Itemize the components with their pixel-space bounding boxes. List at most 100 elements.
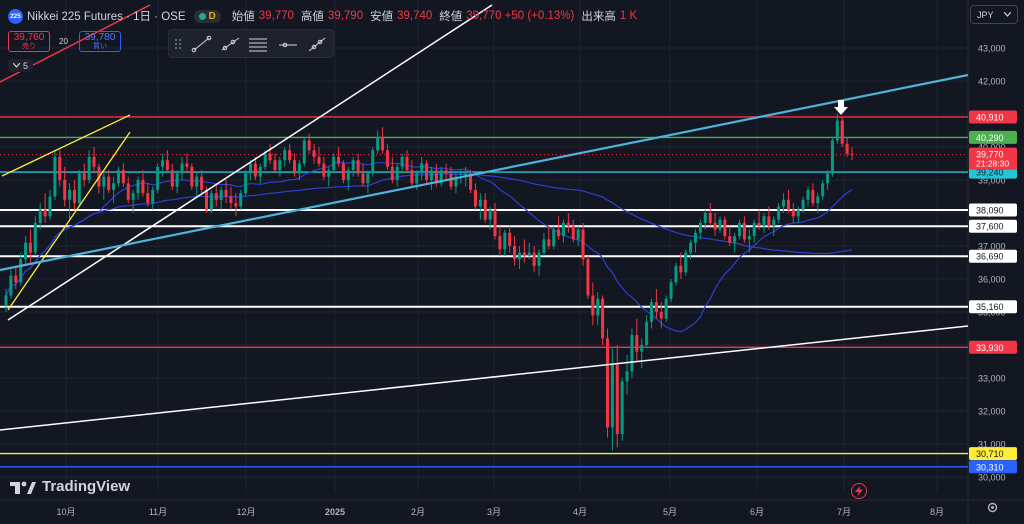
candle-body [24, 242, 28, 260]
price-tick-label: 32,000 [978, 407, 1006, 417]
volume-value: 1 K [619, 10, 638, 22]
level-tag [969, 130, 1017, 144]
tradingview-logo[interactable]: TradingView [10, 478, 130, 495]
trendline-yellow-lower[interactable] [7, 131, 131, 311]
chart-header: 225 Nikkei 225 Futures · 1日 · OSE D 始値 39… [8, 8, 637, 24]
candle-body [674, 265, 678, 283]
currency-selector[interactable]: JPY [970, 5, 1018, 24]
candle-body [845, 143, 849, 154]
candle-body [341, 163, 345, 180]
ohlc-high-label: 高値 [300, 11, 324, 23]
candle-body [571, 226, 575, 240]
trendline-white-steep[interactable] [7, 4, 493, 321]
candle-body [415, 173, 419, 184]
candle-body [121, 170, 125, 184]
candle-body [361, 173, 365, 184]
trendline-yellow-upper[interactable] [1, 114, 131, 177]
ohlc-open-label: 始値 [231, 11, 255, 23]
candle-body [542, 239, 546, 253]
candle-body [239, 193, 243, 207]
candle-body [175, 173, 179, 187]
market-status[interactable]: D [193, 9, 221, 23]
candle-body [126, 183, 130, 200]
horizontal-line-tool-icon[interactable] [279, 42, 297, 48]
chevron-down-icon [12, 63, 20, 68]
candle-body [728, 236, 732, 243]
candle-body [53, 156, 57, 197]
candle-body [200, 176, 204, 190]
candle-body [488, 209, 492, 220]
market-open-icon [198, 12, 206, 20]
candle-body [708, 213, 712, 223]
trendline-cyan[interactable] [0, 73, 969, 272]
candle-body [68, 189, 72, 200]
price-tick-label: 39,000 [978, 176, 1006, 186]
candle-body [742, 222, 746, 240]
candle-body [356, 160, 360, 174]
candle-body [160, 160, 165, 167]
sell-button[interactable]: 39,760 売り [8, 31, 50, 52]
chevron-down-icon [1004, 12, 1011, 17]
candle-body [698, 222, 702, 233]
date-tick-label: 3月 [487, 507, 501, 517]
candle-body [664, 298, 668, 319]
candle-body [454, 176, 458, 187]
price-tick-label: 36,000 [978, 275, 1006, 285]
countdown-label: 21:28:30 [976, 159, 1009, 169]
moving-average-long [5, 173, 853, 296]
ohlc-high-value: 39,790 [327, 10, 364, 22]
candle-body [591, 295, 595, 316]
candle-body [483, 199, 487, 220]
candle-body [693, 232, 698, 243]
price-tick-label: 33,000 [978, 374, 1006, 384]
candle-body [517, 252, 521, 260]
symbol-logo: 225 [8, 8, 23, 24]
level-tag-label: 30,310 [976, 462, 1004, 472]
candle-body [390, 166, 394, 180]
candle-body [684, 252, 688, 273]
indicators-count: 5 [22, 60, 28, 71]
buy-button[interactable]: 39,780 買い [79, 31, 121, 52]
candle-body [566, 222, 570, 227]
level-tag [969, 110, 1017, 124]
trendline-white-long[interactable] [0, 325, 969, 431]
ray-tool-icon[interactable] [221, 37, 240, 51]
indicators-toggle-button[interactable]: 5 [8, 59, 33, 72]
candle-body [405, 156, 409, 171]
level-tag-label: 37,600 [976, 222, 1004, 232]
candle-body [72, 189, 76, 204]
candle-body [136, 180, 140, 194]
candle-body [293, 160, 297, 174]
last-price-tag [969, 147, 1017, 170]
candle-body [102, 176, 106, 187]
candle-body [297, 163, 301, 174]
candle-body [620, 381, 624, 435]
drag-handle-icon[interactable] [175, 39, 181, 49]
candle-body [654, 302, 658, 312]
gear-icon[interactable] [986, 501, 999, 514]
parallel-channel-tool-icon[interactable] [249, 38, 267, 52]
candle-body [840, 120, 844, 144]
extended-line-tool-icon[interactable] [308, 37, 326, 52]
trend-line-tool-icon[interactable] [191, 35, 212, 53]
symbol-title[interactable]: Nikkei 225 Futures · 1日 · OSE [27, 11, 186, 23]
candle-body [302, 140, 306, 164]
candle-body [649, 302, 654, 322]
candle-body [478, 199, 482, 207]
candle-body [209, 193, 213, 210]
candle-body [561, 222, 565, 237]
candle-body [248, 163, 253, 174]
drawing-toolbar [168, 29, 334, 58]
candle-body [713, 222, 717, 230]
candle-body [165, 160, 169, 171]
moving-average-short [5, 161, 853, 333]
ohlc-low-value: 39,740 [397, 10, 433, 22]
flash-icon[interactable] [851, 483, 867, 499]
time-axis[interactable]: 10月 11月 12月 2025 2月 3月 4月 5月 6月 7月 8月 [56, 507, 944, 517]
candle-body [92, 156, 96, 167]
price-axis[interactable]: 30,00031,00032,00033,00034,00035,00036,0… [978, 44, 1006, 483]
candle-body [772, 219, 776, 227]
date-tick-label: 7月 [837, 507, 851, 517]
trendlines[interactable] [0, 4, 969, 431]
